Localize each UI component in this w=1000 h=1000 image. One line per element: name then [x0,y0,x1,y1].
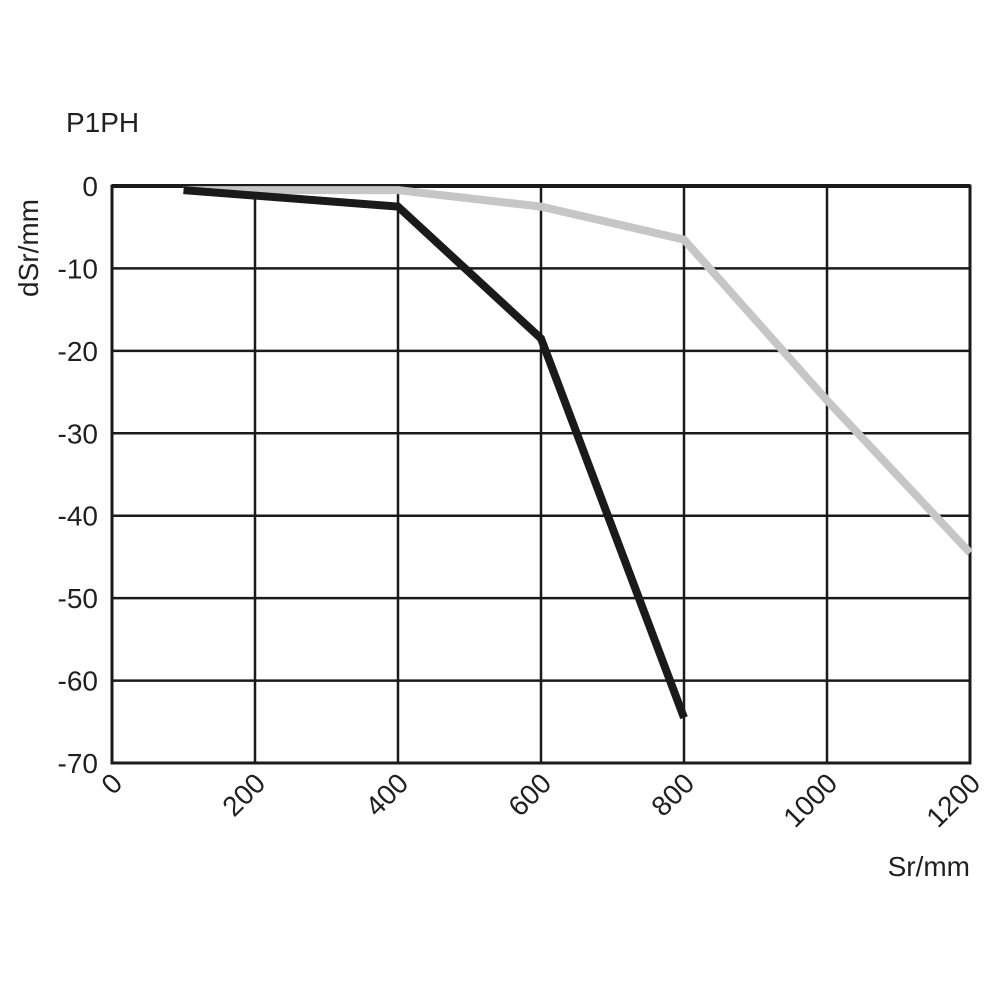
x-axis-label: Sr/mm [888,851,970,882]
x-tick-label-5: 1000 [777,767,843,833]
x-tick-label-3: 600 [502,767,557,822]
series-line-0 [183,186,688,720]
y-tick-label-6: -60 [58,666,98,697]
x-tick-label-0: 0 [95,767,128,800]
y-tick-label-5: -50 [58,583,98,614]
series-line-1 [183,186,973,556]
y-tick-label-1: -10 [58,253,98,284]
series-layer [183,186,973,720]
x-tick-label-6: 1200 [920,767,986,833]
y-tick-label-7: -70 [58,748,98,779]
x-tick-labels: 0 200 400 600 800 1000 1200 [95,767,986,833]
x-tick-label-2: 400 [359,767,414,822]
y-tick-label-4: -40 [58,501,98,532]
y-tick-label-2: -20 [58,336,98,367]
y-tick-labels: 0 -10 -20 -30 -40 -50 -60 -70 [58,171,98,779]
y-tick-label-0: 0 [82,171,98,202]
x-tick-label-1: 200 [216,767,271,822]
grid [110,184,972,765]
x-tick-label-4: 800 [645,767,700,822]
chart-title: P1PH [66,107,139,138]
y-axis-label: dSr/mm [13,199,44,297]
y-tick-label-3: -30 [58,418,98,449]
